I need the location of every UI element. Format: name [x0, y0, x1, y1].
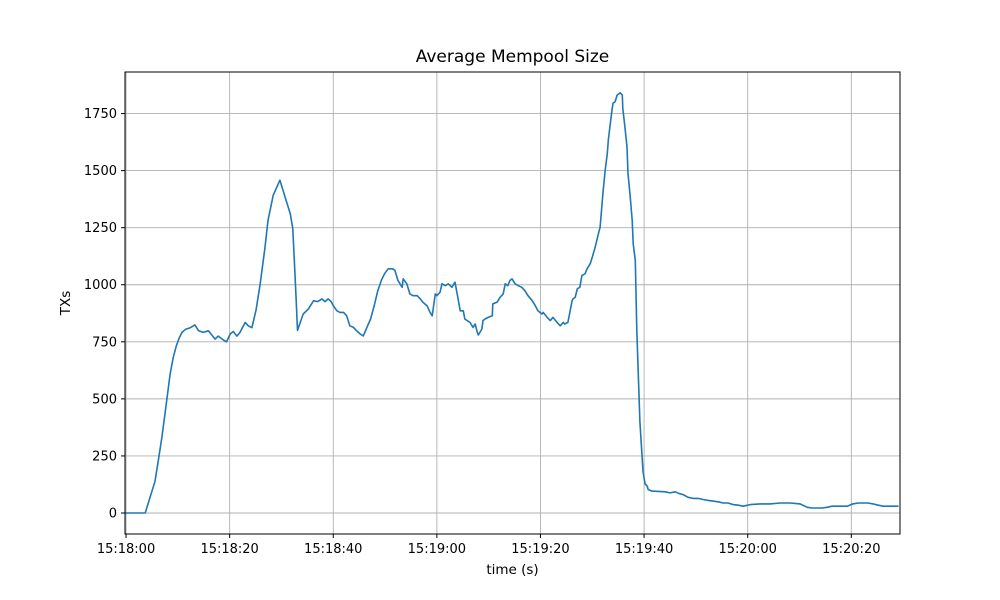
y-tick-label: 750 [92, 335, 117, 350]
y-tick-label: 500 [92, 392, 117, 407]
x-tick-label: 15:18:20 [200, 542, 258, 557]
x-tick-label: 15:18:40 [304, 542, 362, 557]
x-tick-label: 15:18:00 [97, 542, 155, 557]
y-tick-label: 0 [109, 507, 117, 522]
plot-frame [124, 71, 901, 535]
x-tick-label: 15:19:40 [615, 542, 673, 557]
chart-title: Average Mempool Size [415, 47, 610, 67]
x-tick-label: 15:20:00 [718, 542, 776, 557]
x-tick-label: 15:19:00 [408, 542, 466, 557]
y-tick-label: 1750 [84, 107, 117, 122]
x-axis-label: time (s) [486, 562, 539, 578]
y-axis-label: TXs [58, 290, 74, 316]
data-line [124, 92, 899, 514]
y-tick-label: 1500 [84, 164, 117, 179]
y-tick-label: 1250 [84, 221, 117, 236]
y-tick-label: 1000 [84, 278, 117, 293]
x-tick-label: 15:19:20 [511, 542, 569, 557]
x-tick-label: 15:20:20 [822, 542, 880, 557]
y-tick-label: 250 [92, 449, 117, 464]
